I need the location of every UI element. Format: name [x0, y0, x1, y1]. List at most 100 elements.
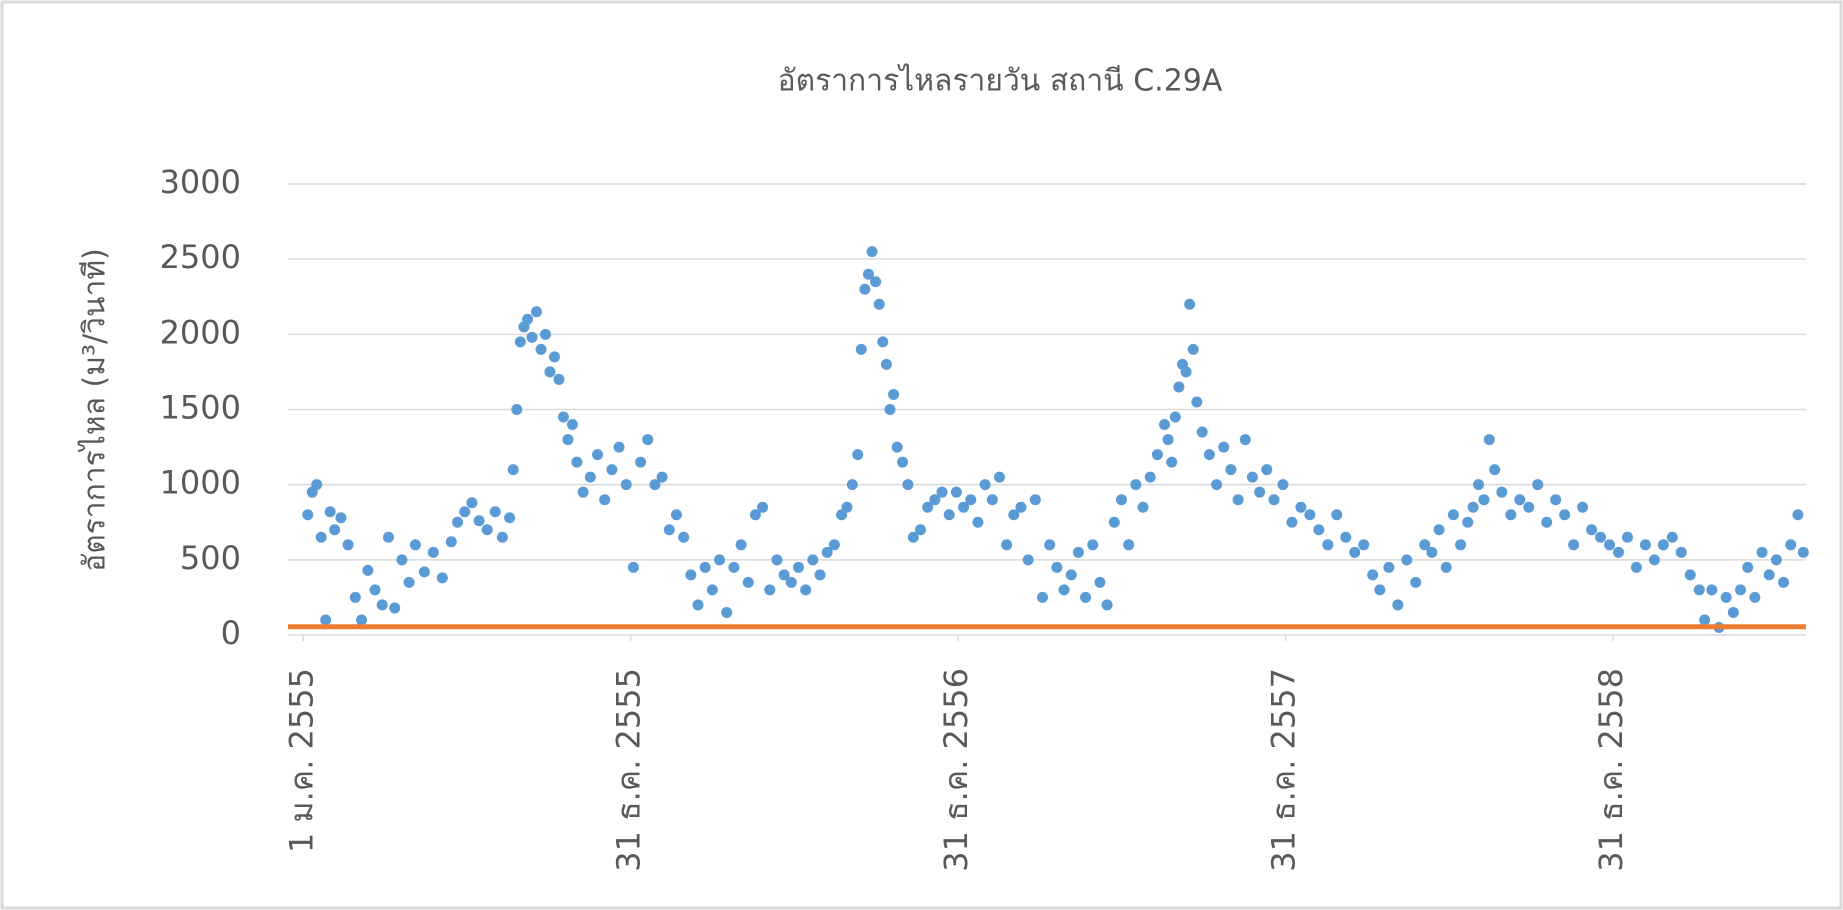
data-point	[526, 331, 538, 343]
y-axis-title: อัตราการไหล (ม³/วินาที)	[77, 248, 113, 572]
data-point	[1225, 464, 1237, 476]
data-point	[855, 343, 867, 355]
data-point	[1523, 501, 1535, 513]
data-point	[511, 404, 523, 415]
data-point	[1785, 539, 1797, 551]
y-tick-label: 2500	[160, 238, 241, 276]
data-point	[1410, 576, 1422, 588]
data-point	[1496, 486, 1508, 498]
data-point	[1080, 591, 1092, 603]
data-point	[922, 501, 934, 513]
data-point	[1595, 531, 1607, 543]
data-point	[993, 471, 1005, 483]
data-point	[1211, 479, 1223, 491]
data-point	[1675, 546, 1687, 558]
data-point	[1169, 411, 1181, 423]
data-point	[436, 572, 448, 584]
data-point	[902, 479, 914, 491]
data-point	[642, 434, 654, 446]
data-point	[356, 614, 368, 626]
data-point	[396, 554, 408, 566]
data-point	[1029, 494, 1041, 506]
data-point	[1604, 539, 1616, 551]
data-point	[1051, 561, 1063, 573]
data-point	[562, 434, 574, 446]
data-point	[635, 456, 647, 468]
data-point	[1657, 539, 1669, 551]
data-point	[1218, 441, 1230, 453]
data-point	[1065, 569, 1077, 581]
data-point	[1505, 509, 1517, 521]
y-tick-label: 1500	[160, 389, 241, 427]
data-point	[1514, 494, 1526, 506]
data-point	[685, 569, 697, 581]
data-point	[1123, 539, 1135, 551]
data-point	[1720, 591, 1732, 603]
data-point	[915, 524, 926, 536]
data-point	[1246, 471, 1258, 483]
data-point	[324, 506, 336, 518]
data-point	[807, 554, 819, 566]
data-point	[735, 539, 747, 551]
data-point	[1648, 554, 1660, 566]
data-point	[891, 441, 903, 453]
data-point	[1735, 584, 1747, 596]
data-point	[1462, 516, 1474, 528]
data-point	[1401, 554, 1413, 566]
data-point	[1358, 539, 1370, 551]
data-point	[1115, 494, 1127, 506]
data-point	[496, 531, 508, 543]
chart-title: อัตราการไหลรายวัน สถานี C.29A	[778, 63, 1223, 99]
data-point	[376, 599, 388, 611]
data-point	[663, 524, 675, 536]
data-point	[1058, 584, 1070, 596]
data-point	[1203, 449, 1215, 461]
data-point	[950, 486, 962, 498]
data-point	[1440, 561, 1452, 573]
data-point	[771, 554, 783, 566]
data-point	[1340, 531, 1352, 543]
data-point	[627, 561, 639, 573]
data-point	[1749, 591, 1761, 603]
data-point	[943, 509, 955, 521]
data-point	[1693, 584, 1705, 596]
data-point	[329, 524, 341, 536]
data-point	[1349, 546, 1361, 558]
data-point	[936, 486, 948, 498]
data-point	[1797, 546, 1809, 558]
data-point	[382, 531, 394, 543]
data-point	[1541, 516, 1553, 528]
data-point	[1706, 584, 1718, 596]
data-point	[1419, 539, 1431, 551]
data-point	[1184, 298, 1196, 310]
data-point	[929, 494, 941, 506]
data-point	[749, 509, 761, 521]
data-point	[409, 539, 421, 551]
data-point	[489, 506, 501, 518]
data-point	[1586, 524, 1598, 536]
x-tick-label: 1 ม.ค. 2555	[282, 668, 320, 853]
data-point	[728, 561, 740, 573]
data-point	[1173, 381, 1185, 393]
data-point	[873, 298, 885, 310]
data-point	[888, 388, 900, 400]
data-point	[1532, 479, 1544, 491]
data-point	[1792, 509, 1804, 521]
data-point	[897, 456, 909, 468]
x-tick-label: 31 ธ.ค. 2556	[937, 668, 975, 872]
data-point	[584, 471, 596, 483]
data-point	[1478, 494, 1490, 506]
data-point	[656, 471, 668, 483]
data-point	[504, 512, 516, 524]
data-point	[1159, 419, 1171, 431]
data-point	[592, 449, 604, 461]
data-point	[557, 411, 569, 423]
data-point	[1489, 464, 1501, 476]
data-point	[544, 366, 556, 378]
data-point	[1473, 479, 1485, 491]
data-point	[1166, 456, 1178, 468]
data-point	[877, 336, 889, 348]
data-point	[800, 584, 812, 596]
data-point	[1277, 479, 1289, 491]
x-tick-label: 31 ธ.ค. 2555	[610, 668, 648, 872]
